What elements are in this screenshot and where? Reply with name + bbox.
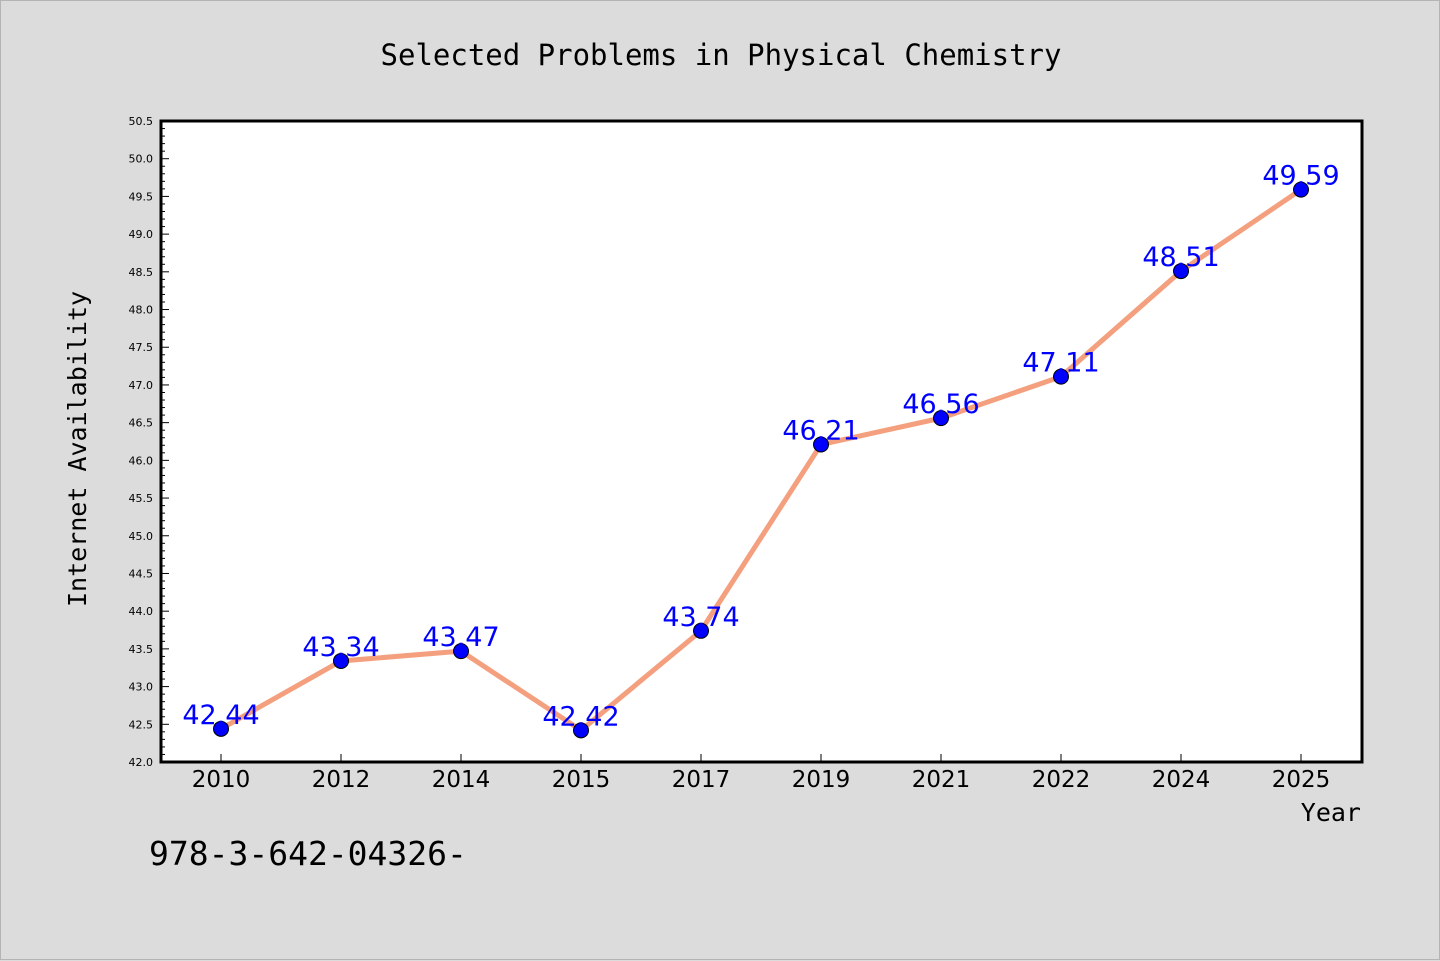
y-tick-label: 43.0 <box>129 681 154 694</box>
data-label: 42.42 <box>542 701 619 732</box>
series-layer: 42.44 43.34 43.47 42.42 43.74 46.21 46.56 47.11… <box>182 161 1340 739</box>
series-line <box>218 187 1304 733</box>
data-point-marker <box>573 722 589 739</box>
y-tick-label: 50.0 <box>129 153 154 166</box>
data-point-marker <box>813 436 829 453</box>
y-tick-label: 45.5 <box>129 492 154 505</box>
y-tick-label: 42.0 <box>129 756 154 769</box>
y-tick-label: 48.5 <box>129 266 154 279</box>
data-point-marker <box>693 622 709 639</box>
y-tick-label: 49.5 <box>129 190 154 203</box>
data-point-marker <box>1173 263 1189 280</box>
footer-text: 978-3-642-04326- <box>149 834 467 873</box>
x-axis-label: Year <box>1301 798 1361 827</box>
data-label: 42.44 <box>182 700 259 731</box>
y-tick-label: 42.5 <box>129 718 154 731</box>
y-tick-label: 48.0 <box>129 304 154 317</box>
y-axis: 42.0 42.5 43.0 43.5 44.0 44.5 45.0 45.5 46.0 46.5… <box>129 115 169 769</box>
data-point-marker <box>1053 368 1069 385</box>
data-label: 43.34 <box>302 632 379 663</box>
x-tick-label: 2010 <box>192 767 251 793</box>
x-tick-label: 2021 <box>912 767 971 793</box>
data-label: 43.47 <box>422 622 499 653</box>
x-axis: 2010 2012 2014 2015 2017 2019 2021 2022 2024 2025 <box>192 754 1331 793</box>
x-tick-label: 2017 <box>672 767 731 793</box>
data-label: 46.21 <box>782 416 859 447</box>
x-tick-label: 2014 <box>432 767 491 793</box>
data-label: 47.11 <box>1022 348 1099 379</box>
data-point-marker <box>1293 181 1309 198</box>
y-tick-label: 47.5 <box>129 341 154 354</box>
x-tick-label: 2022 <box>1032 767 1091 793</box>
y-tick-label: 45.0 <box>129 530 154 543</box>
data-point-marker <box>453 643 469 660</box>
x-tick-label: 2012 <box>312 767 371 793</box>
y-tick-label: 49.0 <box>129 228 154 241</box>
plot-area <box>159 119 1364 764</box>
y-tick-label: 44.5 <box>129 567 154 580</box>
data-point-marker <box>933 410 949 427</box>
y-tick-label: 44.0 <box>129 605 154 618</box>
y-axis-label: Internet Availability <box>63 291 92 607</box>
y-tick-label: 50.5 <box>129 115 154 128</box>
data-point-marker <box>213 720 229 737</box>
x-tick-label: 2019 <box>792 767 851 793</box>
y-tick-label: 43.5 <box>129 643 154 656</box>
data-label: 48.51 <box>1142 242 1219 273</box>
y-tick-label: 47.0 <box>129 379 154 392</box>
y-tick-label: 46.5 <box>129 417 154 430</box>
data-label: 49.59 <box>1262 161 1339 192</box>
data-label: 43.74 <box>662 602 739 633</box>
data-point-marker <box>333 652 349 669</box>
x-tick-label: 2024 <box>1152 767 1211 793</box>
y-tick-label: 46.0 <box>129 454 154 467</box>
data-label: 46.56 <box>902 389 979 420</box>
x-tick-label: 2025 <box>1272 767 1331 793</box>
chart-title: Selected Problems in Physical Chemistry <box>381 38 1062 72</box>
x-tick-label: 2015 <box>552 767 611 793</box>
